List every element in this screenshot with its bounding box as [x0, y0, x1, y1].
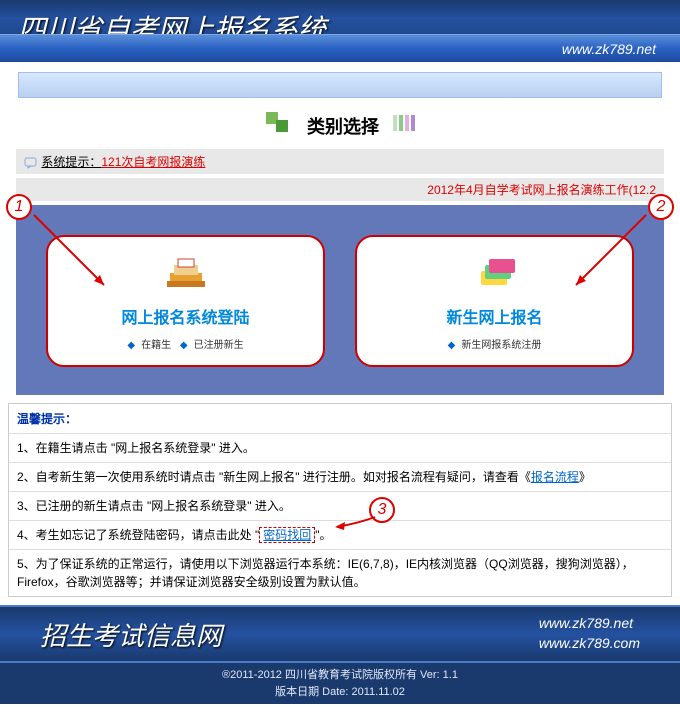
notice-link[interactable]: 121次自考网报演练 [101, 155, 205, 169]
footer-title: 招生考试信息网 [40, 616, 539, 653]
category-icon [263, 110, 293, 141]
arrow-three [329, 513, 379, 533]
register-card-links: ◆新生网报系统注册 [369, 336, 620, 351]
header-url-bar: www.zk789.net [0, 34, 680, 62]
footer-url-2: www.zk789.com [539, 634, 640, 654]
section-title: 类别选择 [307, 113, 379, 139]
copyright-text: ®2011-2012 四川省教育考试院版权所有 Ver: 1.1 [0, 667, 680, 684]
tips-section: 温馨提示： 1、在籍生请点击 "网上报名系统登录" 进入。 2、自考新生第一次使… [8, 403, 672, 597]
main-panel: 类别选择 系统提示：121次自考网报演练 2012年4月自学考试网上报名演练工作… [8, 104, 672, 395]
section-header: 类别选择 [8, 104, 672, 147]
scroll-marquee: 2012年4月自学考试网上报名演练工作(12.2 [16, 178, 664, 201]
page-footer: 招生考试信息网 www.zk789.net www.zk789.com ®201… [0, 605, 680, 704]
tip4-pre: 4、考生如忘记了系统登陆密码，请点击此处 " [17, 528, 259, 542]
footer-url-1: www.zk789.net [539, 614, 640, 634]
login-card-links: ◆在籍生 ◆已注册新生 [60, 336, 311, 351]
nav-strip [18, 72, 662, 98]
arrow-one [28, 209, 118, 299]
notice-label: 系统提示： [41, 155, 101, 169]
login-link-existing[interactable]: 在籍生 [141, 340, 171, 351]
system-notice: 系统提示：121次自考网报演练 [16, 149, 664, 174]
arrow-two [562, 209, 652, 299]
login-link-registered[interactable]: 已注册新生 [194, 340, 244, 351]
process-link[interactable]: 报名流程 [531, 470, 579, 484]
footer-copyright: ®2011-2012 四川省教育考试院版权所有 Ver: 1.1 版本日期 Da… [0, 663, 680, 704]
register-link[interactable]: 新生网报系统注册 [461, 340, 541, 351]
tip-row-4: 4、考生如忘记了系统登陆密码，请点击此处 "密码找回"。 3 [9, 521, 671, 550]
tip-row-1: 1、在籍生请点击 "网上报名系统登录" 进入。 [9, 434, 671, 463]
header-url: www.zk789.net [562, 41, 656, 57]
footer-urls: www.zk789.net www.zk789.com [539, 614, 640, 653]
deco-bars [393, 115, 417, 136]
scroll-text: 2012年4月自学考试网上报名演练工作(12.2 [427, 183, 656, 197]
password-recovery-link[interactable]: 密码找回 [259, 527, 315, 543]
page-header: 四川省自考网上报名系统 www.zk789.net [0, 0, 680, 62]
login-card-title: 网上报名系统登陆 [60, 304, 311, 328]
tip2-pre: 2、自考新生第一次使用系统时请点击 "新生网上报名" 进行注册。如对报名流程有疑… [17, 470, 531, 484]
tip-row-2: 2、自考新生第一次使用系统时请点击 "新生网上报名" 进行注册。如对报名流程有疑… [9, 463, 671, 492]
register-card-title: 新生网上报名 [369, 304, 620, 328]
tip2-post: 》 [579, 470, 591, 484]
version-text: 版本日期 Date: 2011.11.02 [0, 684, 680, 701]
chat-icon [24, 157, 38, 169]
tip-row-5: 5、为了保证系统的正常运行，请使用以下浏览器运行本系统：IE(6,7,8)，IE… [9, 550, 671, 596]
tips-header: 温馨提示： [9, 404, 671, 434]
